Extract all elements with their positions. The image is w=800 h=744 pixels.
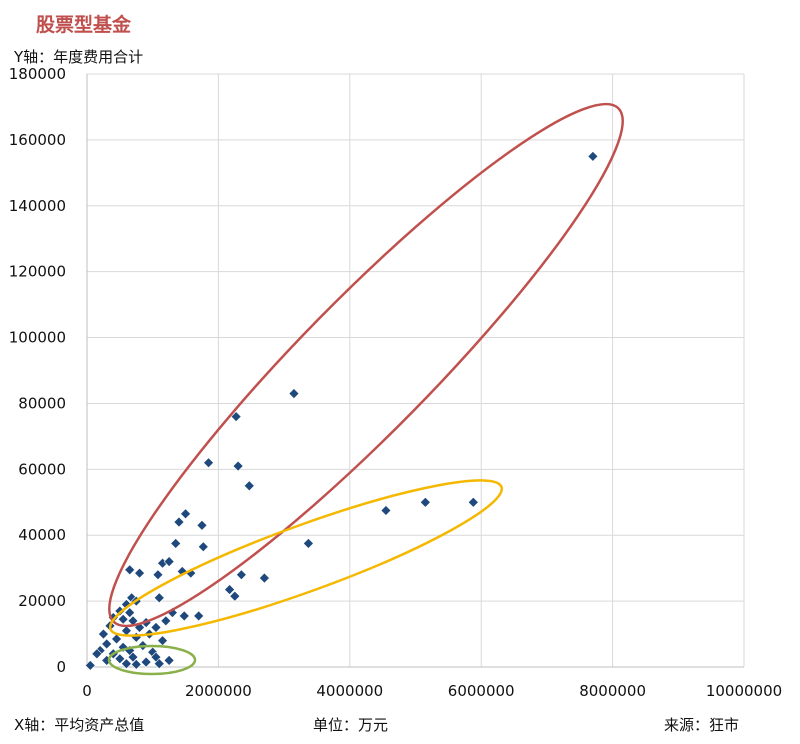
green-ellipse-annotation — [107, 644, 197, 676]
yellow-ellipse-annotation — [108, 479, 504, 637]
grid-lines — [87, 73, 745, 667]
data-point — [243, 480, 255, 492]
annotation-ellipses — [107, 102, 624, 676]
axes — [86, 74, 744, 668]
data-point — [111, 633, 122, 645]
y-tick-label: 140000 — [9, 197, 66, 215]
data-point — [419, 496, 431, 508]
y-tick-label: 180000 — [9, 65, 66, 83]
data-point — [153, 592, 165, 604]
x-tick-label: 0 — [82, 682, 92, 700]
data-point — [197, 541, 209, 553]
x-tick-label: 10000000 — [706, 682, 782, 700]
data-point — [84, 659, 96, 671]
x-tick-label: 2000000 — [185, 682, 252, 700]
data-point — [153, 658, 165, 670]
data-point — [224, 584, 235, 596]
chart-title: 股票型基金 — [36, 14, 132, 36]
data-point — [117, 613, 129, 625]
red-ellipse-annotation — [108, 102, 624, 628]
data-point — [98, 628, 109, 640]
data-point — [152, 569, 164, 581]
data-point — [196, 519, 208, 531]
data-point — [230, 411, 242, 423]
y-tick-label: 160000 — [9, 131, 66, 149]
y-axis-label: Y轴：年度费用合计 — [14, 48, 144, 66]
data-point — [170, 538, 182, 549]
data-point — [163, 556, 175, 568]
data-point — [180, 508, 191, 520]
data-point — [173, 516, 185, 528]
data-point — [140, 656, 152, 668]
data-point — [587, 150, 599, 162]
data-point — [288, 388, 300, 399]
y-tick-label: 80000 — [18, 394, 66, 412]
data-point — [124, 564, 136, 576]
data-point — [229, 590, 241, 602]
x-axis-label: X轴：平均资产总值 — [14, 716, 145, 734]
data-point — [258, 572, 270, 584]
data-point — [157, 635, 168, 647]
data-point — [160, 615, 172, 627]
x-tick-label: 6000000 — [448, 682, 515, 700]
data-point — [127, 651, 139, 663]
data-point — [203, 457, 214, 469]
data-point — [163, 654, 175, 666]
x-tick-label: 4000000 — [316, 682, 383, 700]
data-point — [114, 653, 126, 665]
data-point — [178, 610, 190, 622]
tick-labels: 0 20000 40000 60000 80000 100000 120000 140000 1… — [9, 65, 782, 700]
data-point — [232, 460, 244, 472]
data-point — [467, 496, 479, 508]
unit-note: 单位：万元 — [313, 716, 389, 734]
data-point — [193, 610, 205, 622]
data-point — [130, 631, 142, 643]
y-tick-label: 60000 — [18, 460, 66, 478]
y-tick-label: 120000 — [9, 263, 66, 281]
data-point — [302, 538, 314, 549]
data-point — [120, 658, 132, 670]
data-point — [124, 607, 136, 619]
data-point — [134, 567, 145, 579]
y-tick-label: 20000 — [18, 592, 66, 610]
y-tick-label: 0 — [56, 658, 66, 676]
data-point — [235, 569, 247, 581]
data-points — [84, 150, 599, 671]
y-tick-label: 100000 — [9, 329, 66, 347]
data-point — [130, 658, 142, 670]
data-point — [150, 622, 162, 633]
source-note: 来源：狂市 — [664, 716, 740, 734]
data-point — [380, 505, 392, 516]
data-point — [101, 638, 113, 650]
x-tick-label: 8000000 — [579, 682, 646, 700]
y-tick-label: 40000 — [18, 526, 66, 544]
data-point — [91, 648, 103, 660]
